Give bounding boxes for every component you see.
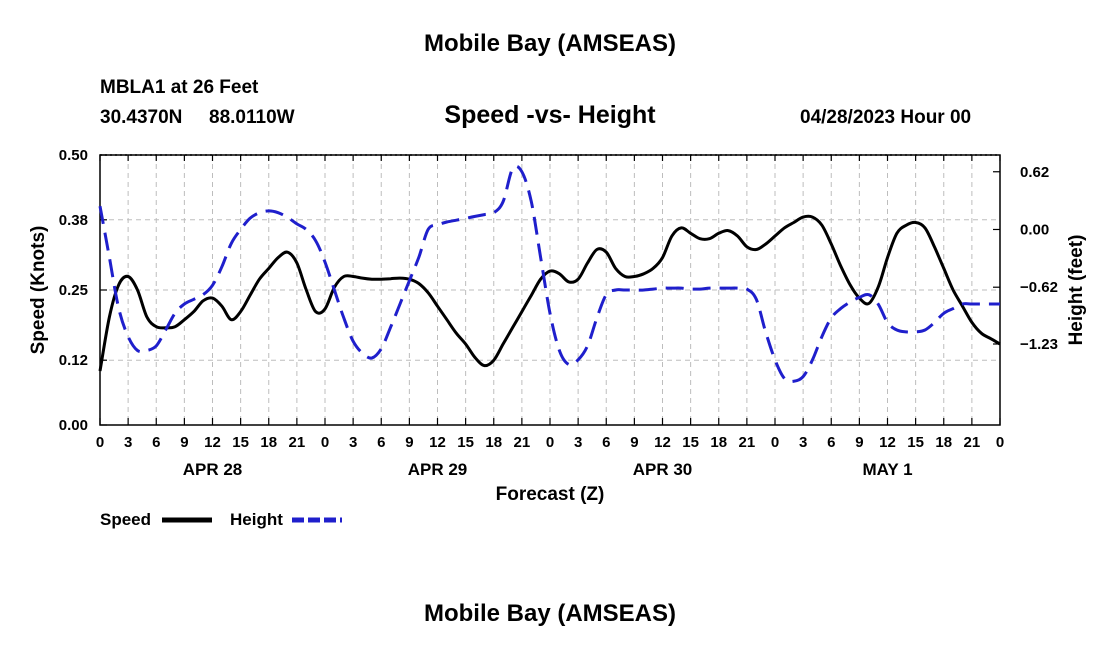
day-label: APR 30 bbox=[633, 460, 693, 479]
y-left-tick-label: 0.50 bbox=[59, 147, 88, 164]
station-name: MBLA1 at 26 Feet bbox=[100, 77, 259, 98]
legend: Speed Height bbox=[100, 510, 342, 529]
x-tick-label: 3 bbox=[124, 434, 132, 451]
x-tick-label: 6 bbox=[602, 434, 610, 451]
x-tick-label: 6 bbox=[152, 434, 160, 451]
forecast-time: 04/28/2023 Hour 00 bbox=[800, 107, 972, 128]
y-left-tick-label: 0.00 bbox=[59, 417, 88, 434]
day-label: APR 29 bbox=[408, 460, 468, 479]
day-label: APR 28 bbox=[183, 460, 243, 479]
x-tick-label: 12 bbox=[654, 434, 671, 451]
legend-label-speed: Speed bbox=[100, 510, 151, 529]
y-right-axis-title: Height (feet) bbox=[1066, 235, 1087, 346]
axis-ticks bbox=[99, 154, 1001, 426]
series-line-speed bbox=[98, 214, 1001, 372]
x-tick-label: 15 bbox=[907, 434, 924, 451]
x-tick-label: 0 bbox=[546, 434, 554, 451]
x-tick-label: 9 bbox=[630, 434, 638, 451]
series-line-height bbox=[98, 164, 1000, 383]
station-latitude: 30.4370N bbox=[100, 107, 183, 128]
x-tick-label: 18 bbox=[485, 434, 502, 451]
y-right-tick-label: 0.62 bbox=[1020, 164, 1049, 181]
x-tick-label: 12 bbox=[429, 434, 446, 451]
chart-subtitle: Speed -vs- Height bbox=[444, 101, 656, 129]
y-right-tick-label: −1.23 bbox=[1020, 336, 1058, 353]
x-tick-label: 21 bbox=[514, 434, 531, 451]
series-lines bbox=[98, 164, 1001, 383]
x-tick-label: 15 bbox=[232, 434, 249, 451]
x-tick-label: 0 bbox=[96, 434, 104, 451]
axis-labels: 0 3 6 9 12 15 18 21 0 3 6 9 12 15 18 21 0 3 6 9 12 15 18 21 0 3 6 9… bbox=[28, 147, 1087, 505]
x-tick-label: 18 bbox=[260, 434, 277, 451]
x-tick-label: 21 bbox=[739, 434, 756, 451]
x-tick-label: 12 bbox=[879, 434, 896, 451]
x-axis-title: Forecast (Z) bbox=[496, 484, 605, 505]
x-tick-label: 15 bbox=[457, 434, 474, 451]
day-label: MAY 1 bbox=[862, 460, 912, 479]
x-tick-label: 6 bbox=[377, 434, 385, 451]
y-left-axis-title: Speed (Knots) bbox=[28, 226, 49, 355]
x-tick-label: 9 bbox=[855, 434, 863, 451]
x-tick-label: 12 bbox=[204, 434, 221, 451]
y-left-tick-label: 0.25 bbox=[59, 282, 88, 299]
x-tick-label: 15 bbox=[682, 434, 699, 451]
x-tick-label: 0 bbox=[771, 434, 779, 451]
y-right-tick-label: 0.00 bbox=[1020, 221, 1049, 238]
chart-secondary-title: Mobile Bay (AMSEAS) bbox=[423, 600, 677, 627]
x-tick-label: 18 bbox=[935, 434, 952, 451]
x-tick-label: 6 bbox=[827, 434, 835, 451]
legend-label-height: Height bbox=[230, 510, 283, 529]
y-right-tick-label: −0.62 bbox=[1020, 279, 1058, 296]
y-left-tick-label: 0.12 bbox=[59, 352, 88, 369]
x-tick-label: 9 bbox=[405, 434, 413, 451]
x-tick-label: 9 bbox=[180, 434, 188, 451]
x-tick-label: 0 bbox=[996, 434, 1004, 451]
chart-main-title: Mobile Bay (AMSEAS) bbox=[423, 30, 677, 57]
station-longitude: 88.0110W bbox=[209, 107, 295, 128]
x-tick-label: 21 bbox=[289, 434, 306, 451]
x-tick-label: 3 bbox=[574, 434, 582, 451]
grid-lines bbox=[100, 155, 1000, 425]
x-tick-label: 21 bbox=[964, 434, 981, 451]
x-tick-label: 3 bbox=[349, 434, 357, 451]
x-tick-label: 3 bbox=[799, 434, 807, 451]
x-tick-label: 0 bbox=[321, 434, 329, 451]
y-left-tick-label: 0.38 bbox=[59, 212, 88, 229]
x-tick-label: 18 bbox=[710, 434, 727, 451]
